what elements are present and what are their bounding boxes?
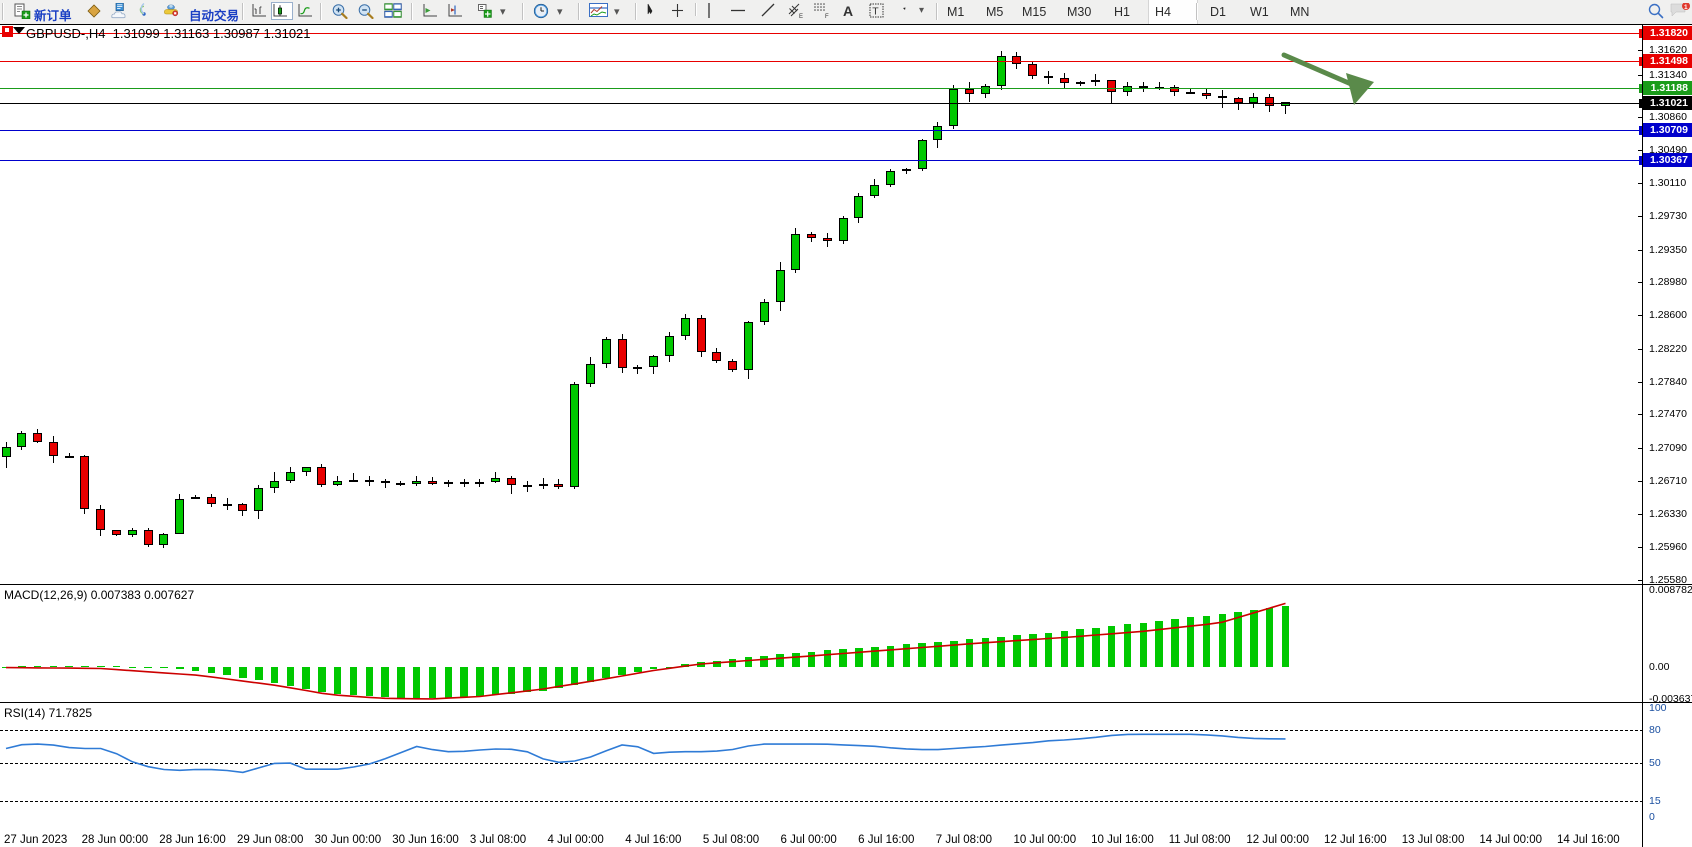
svg-text:F: F — [825, 14, 829, 19]
svg-text:1: 1 — [1684, 4, 1688, 11]
svg-text:T: T — [872, 6, 879, 18]
svg-text:E: E — [799, 14, 803, 19]
